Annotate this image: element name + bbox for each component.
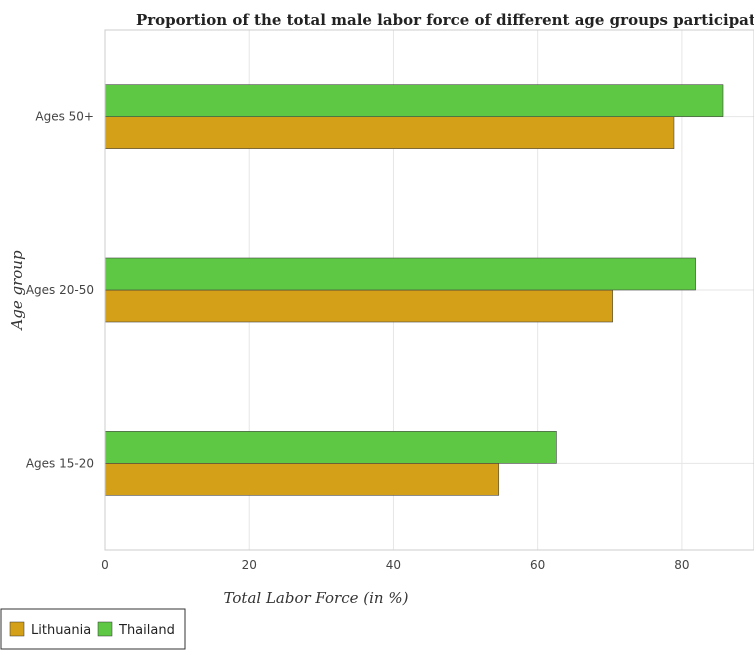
legend-label-thailand: Thailand <box>118 623 175 638</box>
legend-swatch-thailand <box>97 621 113 637</box>
bar-thailand-0 <box>104 431 557 464</box>
legend-swatch-lithuania <box>9 621 25 637</box>
x-tick-label: 0 <box>101 558 109 572</box>
y-tick-label: Ages 50+ <box>35 110 94 124</box>
y-tick-label: Ages 15-20 <box>26 456 94 470</box>
x-axis-label: Total Labor Force (in %) <box>224 589 409 607</box>
bar-thailand-2 <box>104 84 724 117</box>
chart-title: Proportion of the total male labor force… <box>136 11 754 29</box>
x-axis-ticks: 0 20 40 60 80 <box>101 558 689 572</box>
legend-box <box>0 608 186 650</box>
bar-thailand-1 <box>104 257 696 291</box>
bar-lithuania-2 <box>104 116 675 149</box>
y-axis-ticks: Ages 15-20 Ages 20-50 Ages 50+ <box>26 110 94 471</box>
y-axis-label: Age group <box>8 250 26 332</box>
x-tick-label: 80 <box>674 558 689 572</box>
bar-lithuania-1 <box>104 289 613 323</box>
plot-frame <box>104 29 754 551</box>
bars <box>104 84 724 496</box>
x-tick-label: 20 <box>242 558 257 572</box>
legend-label-lithuania: Lithuania <box>31 623 91 638</box>
y-tick-label: Ages 20-50 <box>26 283 94 297</box>
legend: Lithuania Thailand <box>0 608 186 650</box>
x-tick-label: 60 <box>530 558 545 572</box>
x-tick-label: 40 <box>386 558 401 572</box>
bar-lithuania-0 <box>104 463 500 496</box>
